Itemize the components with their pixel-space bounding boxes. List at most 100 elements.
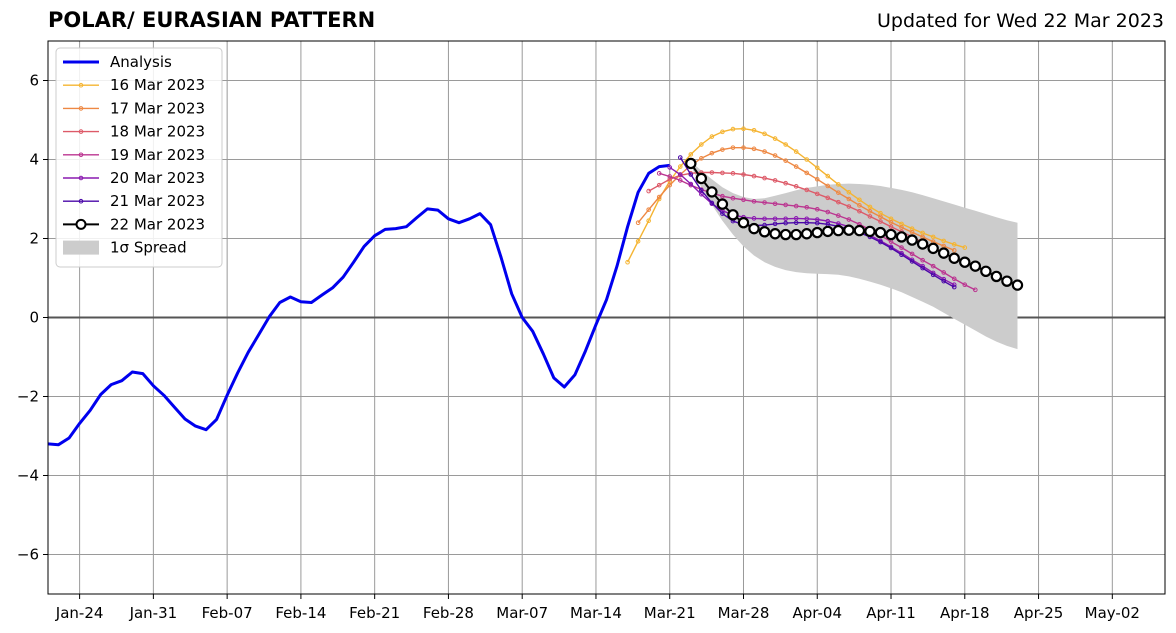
forecast-point (920, 257, 925, 263)
forecast-point (706, 186, 718, 198)
x-tick-label: Jan-24 (55, 604, 104, 622)
forecast-point (836, 190, 841, 195)
forecast-point (709, 200, 715, 206)
legend-marker (78, 106, 84, 111)
forecast-point (772, 221, 778, 227)
x-tick-label: Apr-18 (940, 604, 990, 622)
forecast-point (814, 176, 820, 182)
forecast-point (885, 228, 897, 241)
forecast-point (646, 207, 651, 212)
forecast-point (656, 182, 662, 188)
forecast-point (762, 149, 767, 154)
forecast-point (699, 188, 704, 193)
forecast-point (727, 209, 739, 221)
y-tick-label: 6 (29, 72, 39, 90)
forecast-point (857, 197, 862, 203)
x-tick-label: Mar-28 (718, 604, 770, 622)
forecast-point (667, 176, 673, 182)
forecast-point (793, 164, 799, 169)
forecast-point (846, 196, 852, 202)
legend-label: 20 Mar 2023 (110, 169, 205, 187)
forecast-point (951, 242, 957, 247)
forecast-point (751, 173, 757, 179)
forecast-point (878, 239, 883, 245)
forecast-point (888, 220, 894, 225)
forecast-point (783, 202, 788, 208)
forecast-point (895, 231, 908, 243)
forecast-point (783, 142, 788, 147)
forecast-point (959, 256, 971, 268)
legend-entry: 17 Mar 2023 (63, 99, 205, 117)
forecast-point (677, 155, 683, 160)
forecast-point (741, 197, 746, 203)
x-tick-label: Jan-31 (129, 604, 178, 622)
legend-entry: 21 Mar 2023 (63, 192, 205, 210)
legend-entry: 1σ Spread (63, 239, 187, 257)
forecast-point (709, 150, 715, 156)
forecast-point (804, 170, 810, 176)
forecast-point (688, 172, 694, 177)
forecast-point (878, 214, 883, 220)
forecast-point (1001, 275, 1013, 287)
legend-label: 17 Mar 2023 (110, 99, 205, 117)
legend-label: 18 Mar 2023 (110, 123, 205, 141)
forecast-point (709, 170, 715, 175)
x-tick-label: Apr-04 (793, 604, 843, 622)
forecast-point (899, 245, 904, 250)
x-tick-label: Feb-07 (202, 604, 253, 622)
forecast-point (804, 157, 810, 162)
forecast-series (685, 157, 1024, 291)
forecast-point (843, 224, 855, 236)
forecast-point (906, 234, 918, 246)
forecast-point (962, 245, 968, 250)
forecast-point (825, 195, 831, 201)
x-tick-label: May-02 (1085, 604, 1140, 622)
forecast-point (730, 126, 736, 132)
forecast-point (825, 173, 831, 179)
legend-label: 1σ Spread (110, 239, 187, 257)
forecast-point (888, 224, 894, 229)
chart-subtitle: Updated for Wed 22 Mar 2023 (877, 10, 1164, 32)
forecast-point (846, 217, 852, 222)
forecast-point (867, 214, 873, 219)
forecast-point (720, 211, 725, 216)
forecast-point (741, 145, 746, 150)
y-tick-label: −2 (17, 388, 39, 406)
forecast-point (836, 199, 841, 205)
forecast-point (980, 265, 992, 277)
forecast-point (646, 188, 651, 194)
x-tick-label: Mar-14 (570, 604, 622, 622)
forecast-point (677, 172, 683, 177)
x-tick-label: Mar-21 (644, 604, 696, 622)
forecast-point (951, 248, 957, 253)
forecast-point (699, 142, 704, 147)
legend-label: 21 Mar 2023 (110, 192, 205, 210)
forecast-point (783, 158, 788, 163)
y-tick-label: −4 (17, 467, 39, 485)
forecast-point (772, 136, 778, 141)
forecast-point (804, 204, 810, 210)
forecast-point (699, 156, 704, 161)
forecast-point (916, 238, 929, 250)
forecast-point (783, 216, 788, 222)
forecast-point (720, 129, 725, 135)
forecast-point (720, 147, 725, 152)
legend-label: 16 Mar 2023 (110, 76, 205, 94)
legend-label: Analysis (110, 53, 172, 71)
x-tick-label: Apr-25 (1014, 604, 1064, 622)
forecast-point (667, 182, 673, 188)
y-tick-label: 0 (29, 309, 39, 327)
forecast-point (846, 204, 852, 209)
legend-entry: Analysis (63, 53, 172, 71)
y-tick-label: −6 (17, 546, 39, 564)
x-tick-label: Feb-28 (423, 604, 474, 622)
legend-entry: 22 Mar 2023 (63, 215, 205, 233)
forecast-point (688, 152, 694, 157)
forecast-point (772, 153, 778, 158)
forecast-point (811, 226, 823, 239)
forecast-point (751, 199, 757, 204)
forecast-point (783, 180, 788, 186)
forecast-point (814, 165, 820, 171)
forecast-point (737, 216, 750, 229)
